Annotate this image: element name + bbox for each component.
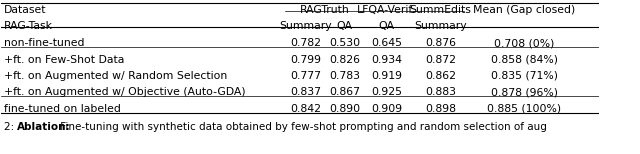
Text: 0.799: 0.799 bbox=[290, 55, 321, 65]
Text: 2:: 2: bbox=[4, 122, 17, 132]
Text: Fine-tuning with synthetic data obtained by few-shot prompting and random select: Fine-tuning with synthetic data obtained… bbox=[57, 122, 547, 132]
Text: 0.842: 0.842 bbox=[290, 103, 321, 113]
Text: 0.826: 0.826 bbox=[329, 55, 360, 65]
Text: Dataset: Dataset bbox=[4, 5, 46, 15]
Text: fine-tuned on labeled: fine-tuned on labeled bbox=[4, 103, 120, 113]
Text: 0.783: 0.783 bbox=[329, 71, 360, 81]
Text: Mean (Gap closed): Mean (Gap closed) bbox=[473, 5, 575, 15]
Text: RAGTruth: RAGTruth bbox=[300, 5, 350, 15]
Text: 0.862: 0.862 bbox=[425, 71, 456, 81]
Text: 0.919: 0.919 bbox=[371, 71, 402, 81]
Text: 0.909: 0.909 bbox=[371, 103, 402, 113]
Text: 0.835 (71%): 0.835 (71%) bbox=[490, 71, 557, 81]
Text: QA: QA bbox=[378, 21, 394, 31]
Text: +ft. on Augmented w/ Random Selection: +ft. on Augmented w/ Random Selection bbox=[4, 71, 227, 81]
Text: 0.872: 0.872 bbox=[425, 55, 456, 65]
Text: SummEdits: SummEdits bbox=[410, 5, 471, 15]
Text: 0.782: 0.782 bbox=[290, 38, 321, 48]
Text: 0.708 (0%): 0.708 (0%) bbox=[494, 38, 554, 48]
Text: 0.925: 0.925 bbox=[371, 87, 402, 97]
Text: 0.878 (96%): 0.878 (96%) bbox=[490, 87, 557, 97]
Text: 0.934: 0.934 bbox=[371, 55, 402, 65]
Text: 0.885 (100%): 0.885 (100%) bbox=[487, 103, 561, 113]
Text: Summary: Summary bbox=[414, 21, 467, 31]
Text: RAG-Task: RAG-Task bbox=[4, 21, 52, 31]
Text: QA: QA bbox=[337, 21, 353, 31]
Text: 0.777: 0.777 bbox=[290, 71, 321, 81]
Text: 0.837: 0.837 bbox=[290, 87, 321, 97]
Text: 0.876: 0.876 bbox=[425, 38, 456, 48]
Text: 0.645: 0.645 bbox=[371, 38, 402, 48]
Text: +ft. on Augmented w/ Objective (Auto-GDA): +ft. on Augmented w/ Objective (Auto-GDA… bbox=[4, 87, 245, 97]
Text: 0.530: 0.530 bbox=[329, 38, 360, 48]
Text: LFQA-Verif.: LFQA-Verif. bbox=[357, 5, 416, 15]
Text: Ablation:: Ablation: bbox=[17, 122, 70, 132]
Text: +ft. on Few-Shot Data: +ft. on Few-Shot Data bbox=[4, 55, 124, 65]
Text: non-fine-tuned: non-fine-tuned bbox=[4, 38, 84, 48]
Text: 0.890: 0.890 bbox=[329, 103, 360, 113]
Text: 0.867: 0.867 bbox=[329, 87, 360, 97]
Text: 0.898: 0.898 bbox=[425, 103, 456, 113]
Text: 0.883: 0.883 bbox=[425, 87, 456, 97]
Text: 0.858 (84%): 0.858 (84%) bbox=[490, 55, 557, 65]
Text: Summary: Summary bbox=[280, 21, 332, 31]
